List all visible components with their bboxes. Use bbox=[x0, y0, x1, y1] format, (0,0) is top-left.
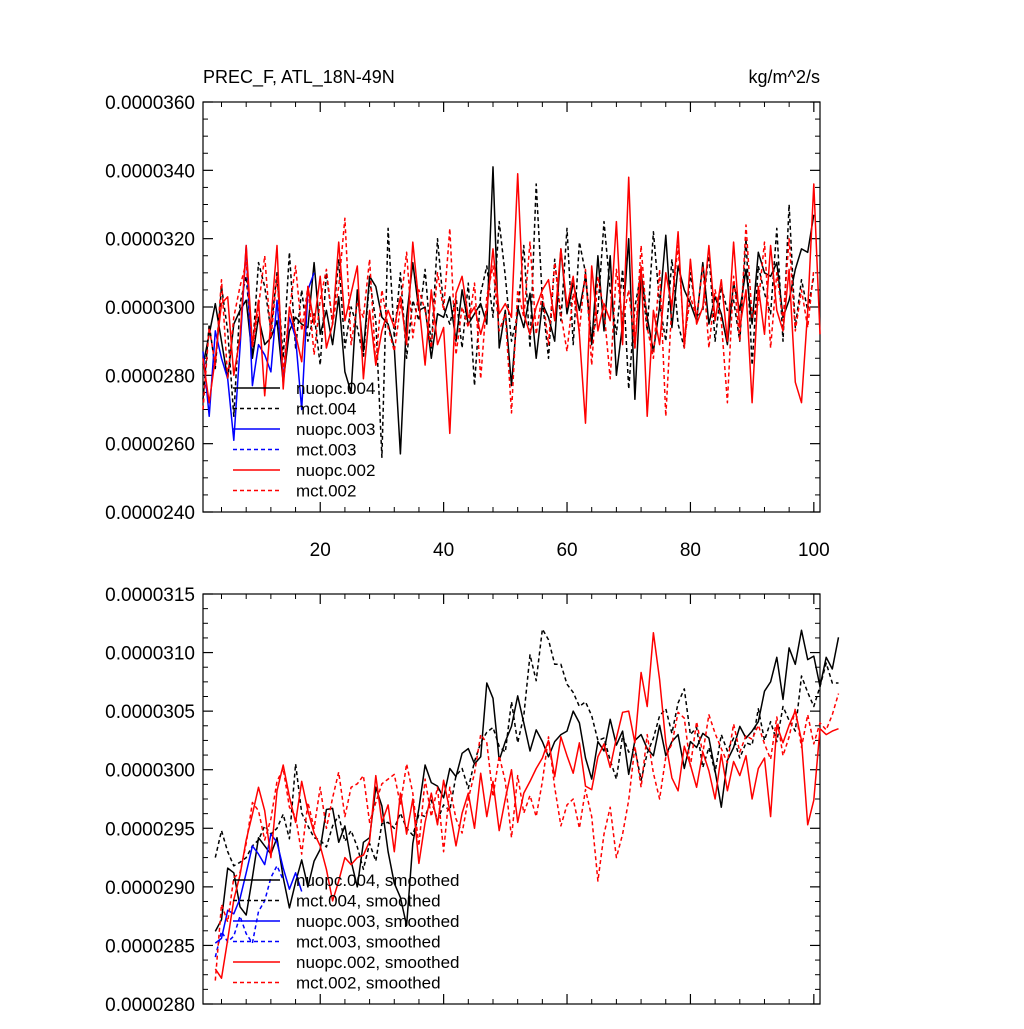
top-series-lines bbox=[202, 166, 821, 459]
series-line-nuopc-002 bbox=[202, 173, 821, 435]
y-tick-label: 0.0000315 bbox=[105, 585, 195, 606]
y-tick-label: 0.0000300 bbox=[105, 298, 195, 319]
legend-label: mct.003 bbox=[296, 441, 356, 460]
series-line-nuopc-004-smoothed bbox=[214, 629, 840, 932]
x-tick-label: 100 bbox=[798, 540, 830, 561]
x-tick-label: 40 bbox=[433, 540, 454, 561]
x-tick-label: 20 bbox=[310, 540, 331, 561]
y-tick-label: 0.0000280 bbox=[105, 995, 195, 1016]
series-line-mct-002-smoothed bbox=[214, 693, 840, 981]
y-tick-label: 0.0000290 bbox=[105, 878, 195, 899]
y-tick-label: 0.0000320 bbox=[105, 230, 195, 251]
y-tick-label: 0.0000295 bbox=[105, 819, 195, 840]
y-tick-label: 0.0000300 bbox=[105, 761, 195, 782]
y-tick-label: 0.0000305 bbox=[105, 702, 195, 723]
x-tick-label: 60 bbox=[556, 540, 577, 561]
legend-label: nuopc.002 bbox=[296, 461, 375, 480]
series-line-nuopc-002-smoothed bbox=[214, 631, 839, 979]
y-tick-label: 0.0000240 bbox=[105, 503, 195, 524]
y-tick-label: 0.0000285 bbox=[105, 936, 195, 957]
y-tick-label: 0.0000280 bbox=[105, 366, 195, 387]
bottom-series-lines bbox=[214, 628, 840, 981]
legend-label: mct.003, smoothed bbox=[296, 933, 441, 952]
legend-label: mct.002 bbox=[296, 482, 356, 501]
series-line-nuopc-003 bbox=[202, 244, 315, 442]
legend-label: mct.004 bbox=[296, 400, 356, 419]
series-line-mct-003-smoothed bbox=[214, 865, 284, 958]
legend-label: nuopc.004, smoothed bbox=[296, 871, 460, 890]
legend-label: nuopc.002, smoothed bbox=[296, 953, 460, 972]
top-panel: PREC_F, ATL_18N-49N kg/m^2/s 0.00002400.… bbox=[105, 67, 830, 561]
x-tick-label: 80 bbox=[680, 540, 701, 561]
legend-label: mct.004, smoothed bbox=[296, 892, 441, 911]
y-tick-label: 0.0000360 bbox=[105, 93, 195, 114]
bottom-axes: 0.0000280 0.0000285 0.0000290 0.0000295 0.00… bbox=[105, 585, 820, 1016]
y-tick-label: 0.0000340 bbox=[105, 161, 195, 182]
top-plot-units: kg/m^2/s bbox=[749, 67, 820, 87]
top-axes: 0.0000240 0.0000260 0.0000280 0.0000300 0.00… bbox=[105, 93, 830, 561]
y-tick-label: 0.0000260 bbox=[105, 435, 195, 456]
legend-label: nuopc.004 bbox=[296, 379, 375, 398]
legend-label: nuopc.003, smoothed bbox=[296, 912, 460, 931]
y-tick-label: 0.0000310 bbox=[105, 644, 195, 665]
top-plot-title: PREC_F, ATL_18N-49N bbox=[203, 67, 395, 88]
series-line-mct-004-smoothed bbox=[214, 628, 839, 871]
series-line-mct-002 bbox=[202, 217, 815, 418]
legend-label: nuopc.003 bbox=[296, 420, 375, 439]
bottom-panel: 0.0000280 0.0000285 0.0000290 0.0000295 0.00… bbox=[105, 585, 840, 1016]
legend-label: mct.002, smoothed bbox=[296, 974, 441, 993]
